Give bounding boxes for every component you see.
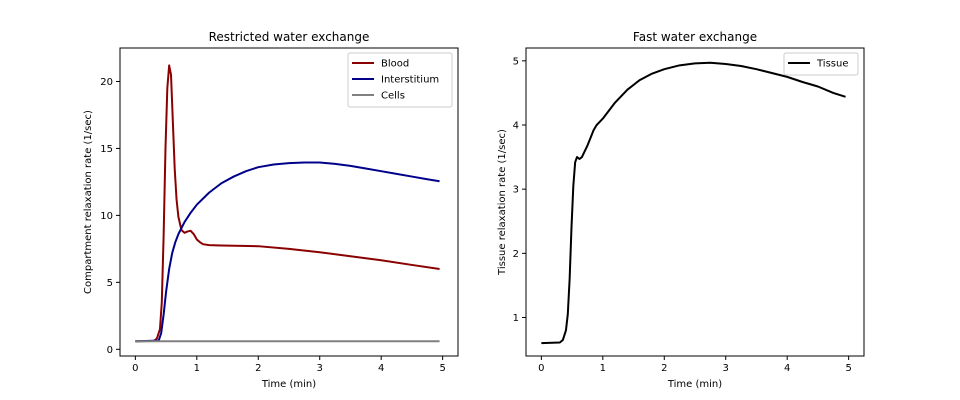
x-tick-label: 5 (845, 363, 851, 374)
legend-box (347, 52, 453, 108)
plot-frame (525, 47, 865, 357)
series-line-tissue (541, 61, 846, 345)
y-tick-label: 10 (100, 211, 113, 222)
x-axis-label: Time (min) (261, 379, 316, 390)
y-tick-label: 0 (107, 345, 113, 356)
chart-title: Restricted water exchange (209, 30, 370, 44)
x-tick-label: 3 (317, 363, 323, 374)
y-tick-label: 15 (100, 144, 113, 155)
x-tick-label: 3 (723, 363, 729, 374)
legend-box (783, 52, 859, 76)
y-tick-label: 2 (513, 249, 519, 260)
legend-label-interstitium: Interstitium (381, 75, 439, 86)
left-chart-panel: Restricted water exchange Time (min) Com… (83, 30, 459, 390)
y-tick-label: 3 (513, 185, 519, 196)
y-tick-label: 4 (513, 121, 519, 132)
chart-title: Fast water exchange (633, 30, 757, 44)
x-tick-label: 4 (378, 363, 384, 374)
x-tick-label: 2 (255, 363, 261, 374)
y-tick-label: 20 (100, 77, 113, 88)
series-line-interstitium (135, 161, 440, 343)
x-tick-label: 0 (538, 363, 544, 374)
y-tick-label: 5 (107, 278, 113, 289)
series-line-blood (135, 64, 440, 343)
legend: Blood Interstitium Cells (347, 52, 453, 108)
y-axis-label: Tissue relaxation rate (1/sec) (497, 129, 508, 276)
x-tick-label: 1 (194, 363, 200, 374)
y-tick-label: 5 (513, 56, 519, 67)
legend-label-blood: Blood (381, 59, 409, 70)
right-chart-panel: Fast water exchange Time (min) Tissue re… (497, 30, 865, 390)
plot-frame (119, 47, 459, 357)
x-tick-label: 2 (661, 363, 667, 374)
y-axis-label: Compartment relaxation rate (1/sec) (83, 110, 94, 294)
x-tick-label: 0 (132, 363, 138, 374)
x-tick-label: 5 (439, 363, 445, 374)
x-tick-label: 1 (600, 363, 606, 374)
x-tick-label: 4 (784, 363, 790, 374)
legend-label-cells: Cells (381, 91, 405, 102)
x-axis-label: Time (min) (667, 379, 722, 390)
legend: Tissue (783, 52, 859, 76)
y-tick-label: 1 (513, 313, 519, 324)
legend-label-tissue: Tissue (816, 59, 849, 70)
